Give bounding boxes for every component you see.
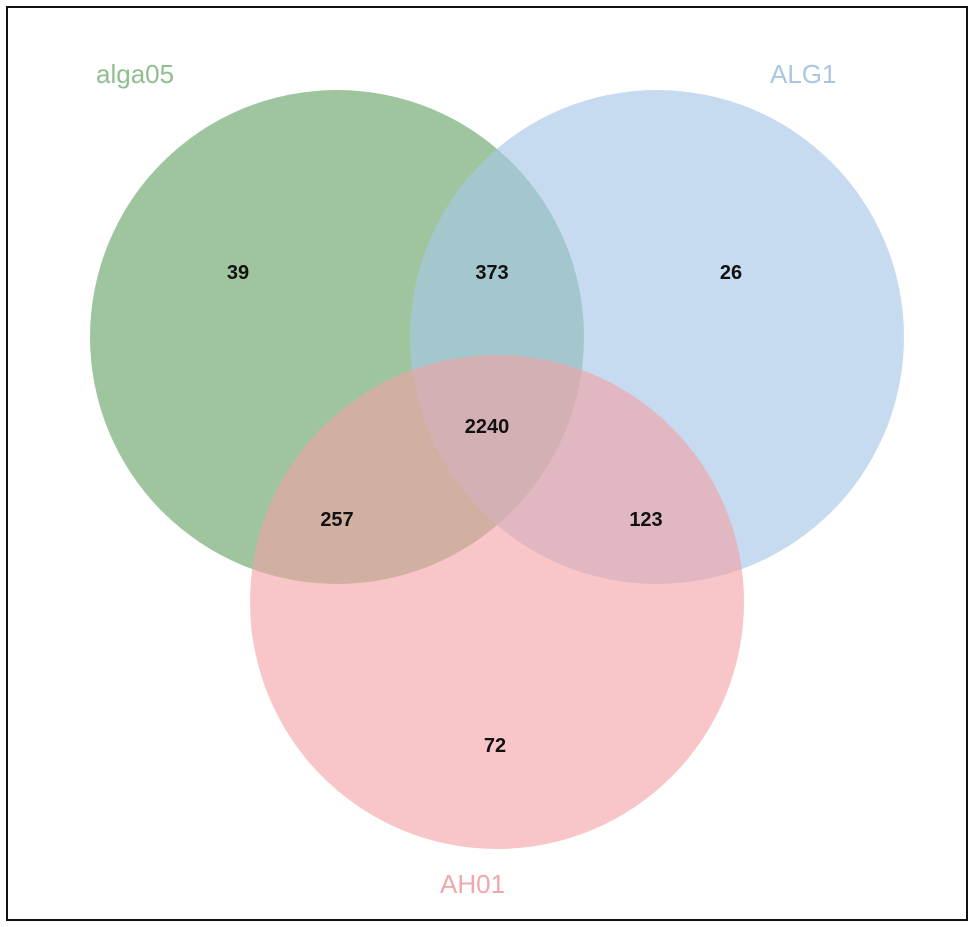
count-alga05-ah01: 257 <box>320 509 353 531</box>
count-all-three: 2240 <box>465 416 510 438</box>
count-alg1-only: 26 <box>720 262 742 284</box>
set-circle-ah01 <box>250 355 744 849</box>
count-alg1-ah01: 123 <box>629 509 662 531</box>
set-label-alga05: alga05 <box>96 59 174 89</box>
set-label-ah01: AH01 <box>440 869 505 899</box>
set-label-alg1: ALG1 <box>770 59 837 89</box>
count-alga05-alg1: 373 <box>475 262 508 284</box>
count-alga05-only: 39 <box>227 262 249 284</box>
count-ah01-only: 72 <box>484 735 506 757</box>
